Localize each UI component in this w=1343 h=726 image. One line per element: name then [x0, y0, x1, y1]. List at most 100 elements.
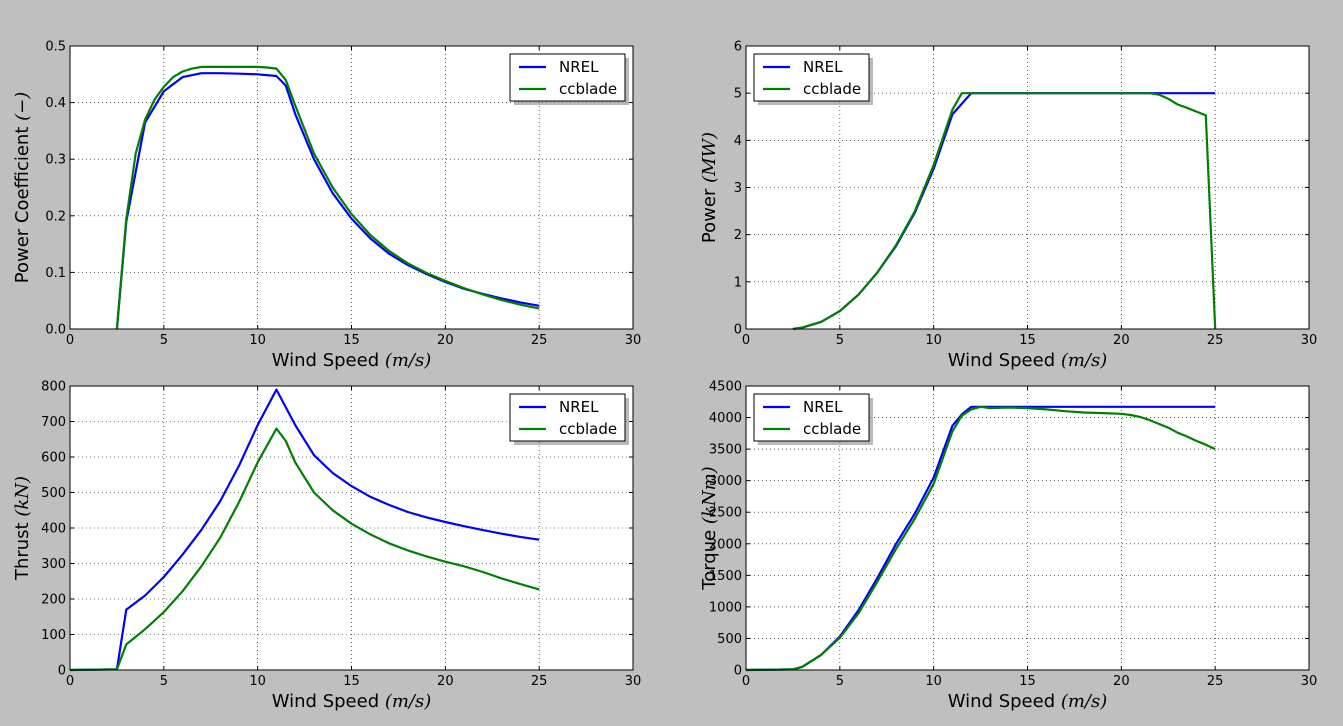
- subplot-3: 0 5 10 15 20 25 300100200300400500600700800Win…: [12, 380, 641, 713]
- x-tick-label: 30: [1301, 333, 1318, 348]
- x-axis-label: Wind Speed (m/s): [948, 691, 1108, 712]
- y-tick-label: 500: [41, 486, 66, 501]
- x-tick-label: 5: [836, 333, 844, 348]
- legend-label-nrel: NREL: [803, 398, 843, 416]
- y-tick-label: 4000: [709, 411, 742, 426]
- x-tick-label: 5: [836, 674, 844, 689]
- x-axis-unit: (m/s): [385, 691, 431, 712]
- legend-label-ccblade: ccblade: [559, 420, 617, 438]
- y-tick-label: 4: [734, 134, 742, 149]
- y-axis-unit: (kNm): [699, 466, 720, 524]
- x-tick-label: 25: [1207, 333, 1224, 348]
- y-axis-label: Torque (kNm): [699, 466, 720, 590]
- x-axis-unit: (m/s): [1061, 691, 1107, 712]
- x-axis-label: Wind Speed (m/s): [272, 350, 432, 371]
- y-tick-label: 0.4: [45, 96, 66, 111]
- y-tick-label: 4500: [709, 380, 742, 395]
- x-axis-label: Wind Speed (m/s): [948, 350, 1108, 371]
- legend: NREL ccblade: [753, 393, 873, 445]
- y-axis-unit: (MW): [699, 132, 720, 183]
- legend-label-nrel: NREL: [559, 398, 599, 416]
- x-tick-label: 30: [625, 674, 642, 689]
- x-tick-label: 0: [742, 333, 750, 348]
- axes-frame: [69, 45, 634, 330]
- y-tick-label: 2: [734, 228, 742, 243]
- y-tick-label: 800: [41, 380, 66, 395]
- x-tick-label: 0: [66, 674, 74, 689]
- legend: NREL ccblade: [753, 53, 873, 105]
- x-tick-label: 10: [249, 674, 266, 689]
- x-tick-label: 10: [925, 674, 942, 689]
- y-axis-label: Power (MW): [699, 132, 720, 243]
- y-tick-label: 0: [58, 664, 66, 679]
- x-tick-label: 20: [437, 333, 454, 348]
- y-tick-label: 100: [41, 628, 66, 643]
- x-tick-label: 25: [531, 674, 548, 689]
- y-tick-label: 3500: [709, 443, 742, 458]
- y-tick-label: 500: [717, 632, 742, 647]
- legend-label-nrel: NREL: [559, 58, 599, 76]
- legend-label-nrel: NREL: [803, 58, 843, 76]
- x-tick-label: 0: [742, 674, 750, 689]
- y-tick-label: 300: [41, 557, 66, 572]
- y-axis-label: Thrust (kN): [12, 476, 33, 581]
- legend-box: [509, 53, 626, 102]
- y-tick-label: 0.5: [45, 40, 66, 55]
- x-tick-label: 25: [1207, 674, 1224, 689]
- x-tick-label: 10: [925, 333, 942, 348]
- series-line-ccblade: [115, 65, 540, 330]
- y-tick-label: 0.0: [45, 323, 66, 338]
- x-tick-label: 5: [160, 333, 168, 348]
- legend-box: [753, 53, 870, 102]
- x-tick-label: 15: [1019, 333, 1036, 348]
- x-tick-label: 20: [1113, 674, 1130, 689]
- y-tick-label: 5: [734, 87, 742, 102]
- y-tick-label: 2500: [709, 506, 742, 521]
- y-tick-label: 6: [734, 40, 742, 55]
- legend: NREL ccblade: [509, 53, 629, 105]
- subplot-2: 0 5 10 15 20 25 30 0 1 2 3 4 5 6 Wind Speed (m/s) Power…: [699, 40, 1317, 372]
- x-tick-label: 15: [343, 674, 360, 689]
- y-tick-label: 2000: [709, 537, 742, 552]
- legend-box: [753, 393, 870, 442]
- legend-label-ccblade: ccblade: [803, 420, 861, 438]
- legend-label-ccblade: ccblade: [803, 80, 861, 98]
- y-tick-label: 200: [41, 593, 66, 608]
- y-tick-label: 0: [734, 664, 742, 679]
- series-line-ccblade: [792, 92, 1217, 331]
- y-tick-label: 600: [41, 451, 66, 466]
- x-axis-label: Wind Speed (m/s): [272, 691, 432, 712]
- x-axis-unit: (m/s): [385, 350, 431, 371]
- x-tick-label: 30: [1301, 674, 1318, 689]
- legend-box: [509, 393, 626, 442]
- x-tick-label: 25: [531, 333, 548, 348]
- y-tick-label: 1: [734, 275, 742, 290]
- x-tick-label: 20: [437, 674, 454, 689]
- x-tick-label: 30: [625, 333, 642, 348]
- subplot-4: 0 5 10 15 20 25 30 0 500 1000 1500 2000 2500 3000 3500…: [699, 380, 1317, 713]
- y-tick-label: 0.1: [45, 266, 66, 281]
- y-tick-label: 3000: [709, 474, 742, 489]
- y-axis-label: Power Coefficient (−): [12, 92, 33, 284]
- y-tick-label: 700: [41, 415, 66, 430]
- legend-label-ccblade: ccblade: [559, 80, 617, 98]
- y-tick-label: 0: [734, 323, 742, 338]
- legend: NREL ccblade: [509, 393, 629, 445]
- axes-frame: [69, 385, 634, 671]
- y-tick-label: 1000: [709, 600, 742, 615]
- y-tick-label: 0.3: [45, 153, 66, 168]
- x-tick-label: 5: [160, 674, 168, 689]
- y-axis-unit: (−): [12, 92, 33, 121]
- y-tick-label: 400: [41, 522, 66, 537]
- x-tick-label: 15: [343, 333, 360, 348]
- x-tick-label: 10: [249, 333, 266, 348]
- y-axis-unit: (kN): [12, 476, 33, 517]
- x-axis-unit: (m/s): [1061, 350, 1107, 371]
- y-tick-label: 1500: [709, 569, 742, 584]
- subplot-1: 0 5 10 15 20 25 30 0.0 0.1 0.2 0.3 0.4 0.5 Wind Speed…: [12, 40, 641, 372]
- y-tick-label: 0.2: [45, 209, 66, 224]
- x-tick-label: 15: [1019, 674, 1036, 689]
- y-tick-label: 3: [734, 181, 742, 196]
- axes-frame: [745, 385, 1310, 671]
